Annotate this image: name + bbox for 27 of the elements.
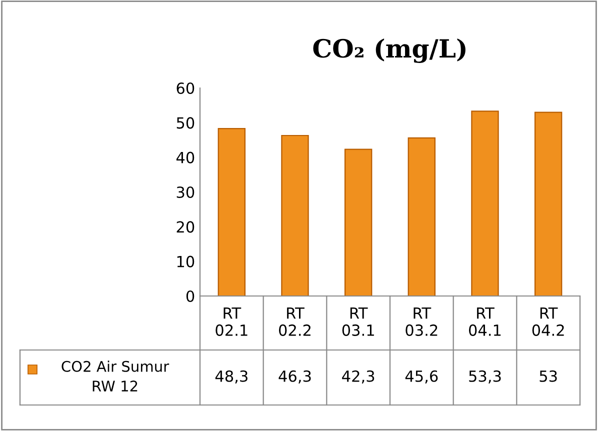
- data-label: 45,6: [405, 370, 438, 384]
- y-tick-label: 20: [176, 221, 194, 233]
- bar: [218, 128, 246, 296]
- data-label: 48,3: [215, 370, 248, 384]
- y-tick-label: 60: [176, 82, 194, 94]
- x-tick-label: RT 02.2: [279, 308, 310, 336]
- x-tick-label: RT 02.1: [216, 308, 248, 336]
- y-tick-label: 30: [176, 186, 194, 198]
- data-label: 46,3: [278, 370, 311, 384]
- chart-title: CO₂ (mg/L): [313, 38, 466, 63]
- y-tick-label: 40: [176, 152, 194, 164]
- bar: [344, 148, 372, 296]
- y-tick-label: 50: [176, 117, 194, 129]
- bar: [471, 110, 499, 296]
- x-tick-label: RT 03.1: [342, 308, 374, 336]
- data-label: 42,3: [342, 370, 374, 384]
- x-tick-label: RT 03.2: [406, 308, 438, 336]
- bar: [281, 134, 309, 296]
- y-tick-label: 0: [186, 290, 194, 302]
- y-tick-label: 10: [177, 256, 194, 268]
- data-label: 53: [540, 370, 557, 382]
- data-label: 53,3: [469, 370, 501, 384]
- bar: [408, 137, 436, 296]
- legend-label: CO2 Air Sumur RW 12: [62, 360, 170, 392]
- bar: [534, 112, 562, 296]
- x-tick-label: RT 04.2: [532, 308, 564, 336]
- x-tick-label: RT 04.1: [469, 308, 501, 336]
